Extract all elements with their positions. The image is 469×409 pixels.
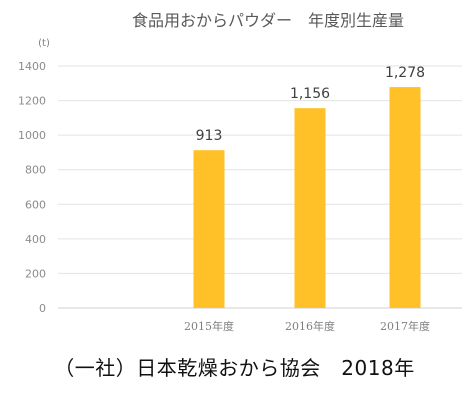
chart-title: 食品用おからパウダー 年度別生産量 [132,11,404,30]
data-label: 1,156 [290,86,330,102]
y-tick-label: 200 [25,267,46,280]
y-axis-unit-label: (t) [38,38,50,49]
bar [294,108,326,308]
x-axis-ticks: 2015年度 2016年度 2017年度 [184,319,430,333]
y-tick-label: 800 [25,164,46,177]
source-caption: （一社）日本乾燥おから協会 2018年 [54,356,415,380]
bar [389,87,421,309]
y-tick-label: 1000 [18,129,46,142]
y-tick-label: 400 [25,233,46,246]
y-axis-ticks: 0 200 400 600 800 1000 1200 1400 [18,60,46,315]
y-tick-label: 0 [39,302,46,315]
x-tick-label: 2017年度 [380,319,430,333]
data-label: 1,278 [385,65,425,81]
bar-chart: 食品用おからパウダー 年度別生産量 (t) 0 200 400 600 800 1000 1… [18,11,462,333]
x-tick-label: 2015年度 [184,319,234,333]
bar [193,150,225,308]
y-tick-label: 1400 [18,60,46,73]
y-tick-label: 600 [25,198,46,211]
data-labels: 913 1,156 1,278 [196,65,425,144]
y-tick-label: 1200 [18,95,46,108]
bars [193,87,421,309]
data-label: 913 [196,128,223,144]
x-tick-label: 2016年度 [285,319,335,333]
gridlines [58,65,462,309]
